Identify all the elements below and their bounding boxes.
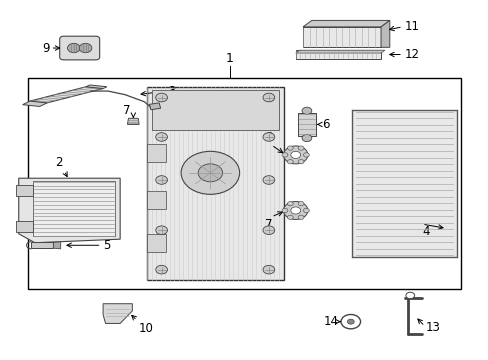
Polygon shape [303, 27, 380, 47]
Circle shape [283, 202, 307, 220]
Polygon shape [53, 242, 61, 249]
Text: 7: 7 [122, 104, 130, 117]
Polygon shape [30, 87, 103, 103]
Circle shape [287, 146, 293, 150]
Circle shape [298, 146, 304, 150]
Text: 12: 12 [404, 48, 419, 61]
Polygon shape [19, 178, 120, 243]
Circle shape [302, 134, 311, 141]
Polygon shape [380, 21, 389, 47]
Circle shape [198, 164, 222, 182]
Circle shape [156, 265, 167, 274]
Polygon shape [303, 21, 389, 27]
Text: 10: 10 [138, 321, 153, 335]
Polygon shape [295, 50, 384, 53]
Polygon shape [127, 118, 139, 125]
Polygon shape [33, 181, 115, 236]
Polygon shape [147, 87, 283, 280]
Circle shape [290, 207, 300, 214]
Circle shape [263, 226, 274, 234]
Text: 9: 9 [42, 41, 49, 54]
Circle shape [156, 93, 167, 102]
Text: 1: 1 [225, 52, 233, 65]
Circle shape [290, 151, 300, 158]
Circle shape [263, 93, 274, 102]
Circle shape [302, 107, 311, 114]
Polygon shape [22, 101, 47, 107]
Circle shape [298, 202, 304, 206]
Circle shape [282, 208, 287, 213]
Polygon shape [147, 234, 166, 252]
Text: 7: 7 [264, 218, 272, 231]
Circle shape [156, 133, 167, 141]
Polygon shape [16, 221, 33, 232]
Polygon shape [298, 113, 315, 136]
Polygon shape [152, 90, 278, 130]
Circle shape [67, 43, 80, 53]
Circle shape [405, 292, 414, 299]
Circle shape [303, 208, 309, 213]
FancyBboxPatch shape [60, 36, 100, 60]
Circle shape [346, 319, 353, 324]
Polygon shape [147, 191, 166, 209]
Circle shape [287, 202, 293, 206]
Circle shape [263, 176, 274, 184]
Polygon shape [147, 144, 166, 162]
Polygon shape [16, 185, 33, 196]
Text: 5: 5 [103, 239, 110, 252]
Polygon shape [351, 110, 456, 257]
Text: 14: 14 [323, 315, 338, 328]
Circle shape [298, 159, 304, 164]
Text: 6: 6 [322, 118, 329, 131]
Circle shape [79, 43, 92, 53]
Text: 3: 3 [167, 85, 175, 98]
Circle shape [263, 133, 274, 141]
Circle shape [287, 159, 293, 164]
Text: 2: 2 [55, 156, 63, 169]
Circle shape [263, 265, 274, 274]
Text: 8: 8 [265, 131, 272, 144]
Circle shape [181, 151, 239, 194]
Text: 4: 4 [422, 225, 429, 238]
Polygon shape [31, 242, 53, 248]
Polygon shape [103, 304, 132, 323]
Polygon shape [86, 85, 107, 89]
Polygon shape [149, 103, 160, 110]
Polygon shape [295, 50, 380, 59]
Circle shape [298, 215, 304, 220]
Circle shape [303, 153, 309, 157]
Text: 11: 11 [404, 20, 419, 33]
Circle shape [156, 176, 167, 184]
Circle shape [282, 153, 287, 157]
Circle shape [156, 226, 167, 234]
Text: 13: 13 [425, 320, 440, 333]
Circle shape [287, 215, 293, 220]
Circle shape [283, 146, 307, 164]
